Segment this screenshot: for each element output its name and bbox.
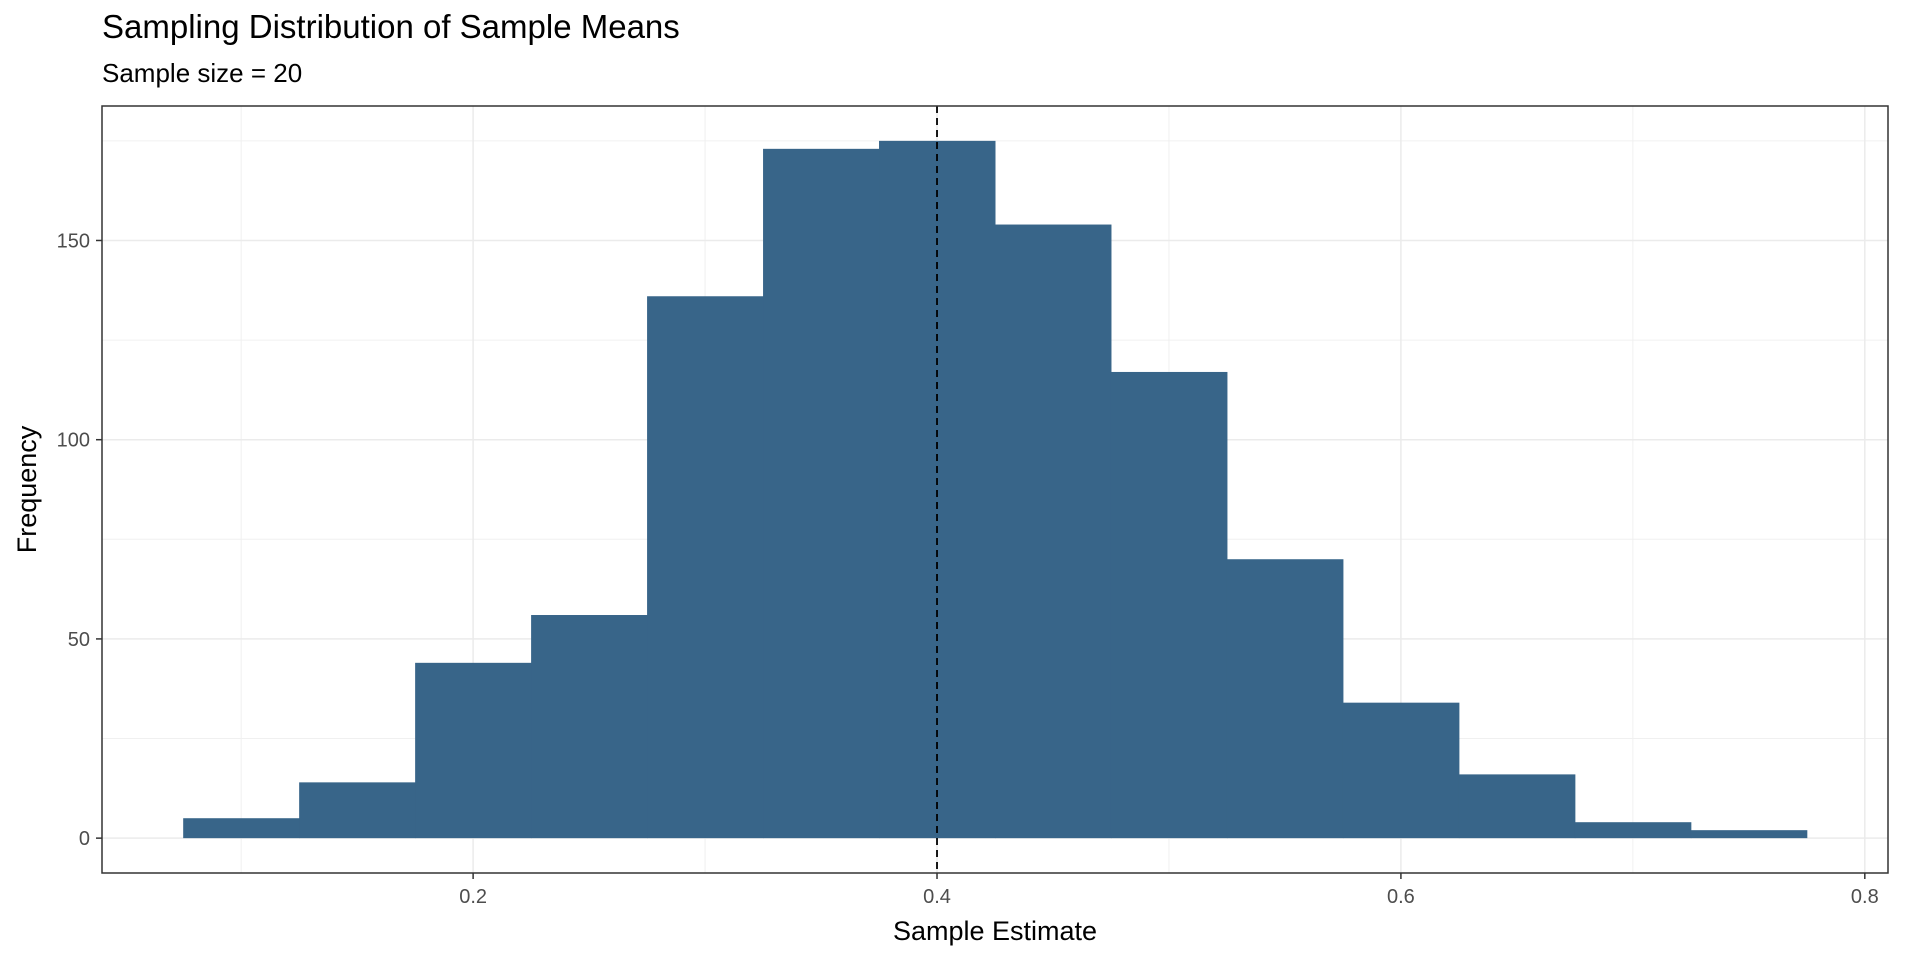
histogram-bar-11 xyxy=(1342,702,1460,839)
panel-border xyxy=(101,105,1889,874)
histogram-bar-6 xyxy=(763,148,880,839)
x-axis: 0.2 0.4 0.6 0.8 xyxy=(459,873,1879,908)
histogram-bar-4 xyxy=(531,615,648,839)
histogram-bar-10 xyxy=(1226,559,1344,839)
x-tick-label: 0.6 xyxy=(1387,886,1415,908)
x-axis-title: Sample Estimate xyxy=(893,916,1097,946)
y-tick-label: 100 xyxy=(57,430,90,452)
x-tick-label: 0.4 xyxy=(923,886,951,908)
histogram-bar-12 xyxy=(1458,774,1576,839)
y-axis-title: Frequency xyxy=(12,425,42,553)
y-tick-label: 150 xyxy=(57,230,90,252)
histogram-bar-5 xyxy=(647,296,764,839)
chart-subtitle: Sample size = 20 xyxy=(102,58,303,88)
x-tick-label: 0.2 xyxy=(459,886,487,908)
chart-title: Sampling Distribution of Sample Means xyxy=(102,8,680,45)
y-axis: 0 50 100 150 xyxy=(57,230,102,850)
histogram-bar-8 xyxy=(995,224,1112,839)
x-tick-label: 0.8 xyxy=(1851,886,1879,908)
histogram-bar-13 xyxy=(1574,822,1692,839)
y-tick-label: 50 xyxy=(68,629,90,651)
y-tick-label: 0 xyxy=(79,828,90,850)
histogram-bar-1 xyxy=(183,818,300,839)
histogram-bars xyxy=(183,140,1808,839)
histogram-bar-14 xyxy=(1690,830,1808,839)
histogram-bar-3 xyxy=(415,662,532,839)
histogram-bar-9 xyxy=(1110,371,1228,839)
histogram-bar-2 xyxy=(299,782,416,839)
